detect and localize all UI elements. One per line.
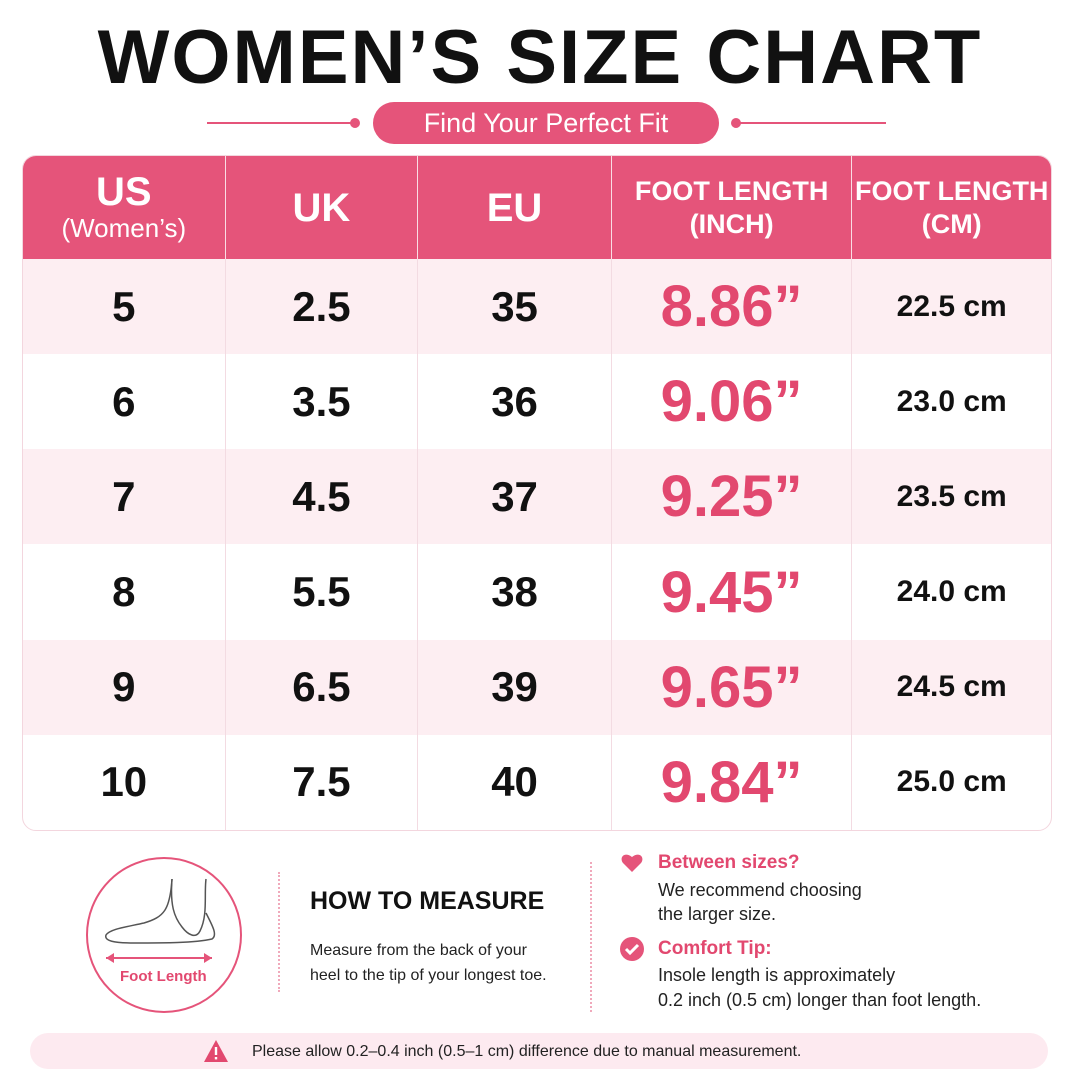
header-cell: EU <box>418 156 612 259</box>
tip-text: the larger size. <box>658 904 777 924</box>
table-cell: 5 <box>23 259 226 355</box>
table-body: 5 2.5 35 8.86” 22.5 cm 6 3.5 36 9.06” 23.0 cm 7 4.5… <box>23 259 1051 830</box>
divider-dot <box>731 118 741 128</box>
tip-text: 0.2 inch (0.5 cm) longer than foot lengt… <box>658 990 982 1010</box>
table-row: 10 7.5 40 9.84” 25.0 cm <box>23 734 1051 830</box>
table-cell: 9.84” <box>612 734 853 830</box>
foot-illustration <box>86 857 242 1013</box>
separator <box>590 862 592 1012</box>
header-cell: FOOT LENGTH (CM) <box>852 156 1051 259</box>
divider <box>207 122 355 124</box>
table-cell: 39 <box>418 639 612 735</box>
table-cell: 10 <box>23 734 226 830</box>
table-cell: 23.0 cm <box>896 384 1007 418</box>
table-cell: 3.5 <box>226 354 419 450</box>
table-cell: 6.5 <box>226 639 419 735</box>
title: WOMEN’S SIZE CHART <box>97 15 983 100</box>
note-bar <box>30 1033 1048 1069</box>
measure-text: heel to the tip of your longest toe. <box>310 967 547 984</box>
table-row: 7 4.5 37 9.25” 23.5 cm <box>23 449 1051 545</box>
tip-text: Insole length is approximately <box>658 965 896 985</box>
table-cell: 7 <box>23 449 226 545</box>
table-cell: 23.5 cm <box>896 479 1007 513</box>
header-text: UK <box>292 185 351 230</box>
header-text: FOOT LENGTH <box>854 175 1049 206</box>
table-row: 5 2.5 35 8.86” 22.5 cm <box>23 259 1051 355</box>
table-cell: 6 <box>23 354 226 450</box>
divider <box>740 122 886 124</box>
subtitle: Find Your Perfect Fit <box>373 102 719 144</box>
table-cell: 2.5 <box>226 259 419 355</box>
note: Please allow 0.2–0.4 inch (0.5–1 cm) dif… <box>252 1043 802 1060</box>
header-text: FOOT LENGTH <box>634 175 829 206</box>
header-cell: FOOT LENGTH (INCH) <box>612 156 853 259</box>
table-cell: 9.65” <box>612 639 853 735</box>
divider-dot <box>350 118 360 128</box>
table-cell: 8.86” <box>612 259 853 355</box>
header-text: EU <box>486 185 543 230</box>
table-row: 8 5.5 38 9.45” 24.0 cm <box>23 544 1051 640</box>
heart-icon <box>621 854 643 872</box>
table-cell: 38 <box>418 544 612 640</box>
table-cell: 22.5 cm <box>896 289 1007 323</box>
table-cell: 9.06” <box>612 354 853 450</box>
table-cell: 24.5 cm <box>896 670 1007 704</box>
table-cell: 7.5 <box>226 734 419 830</box>
table-cell: 25.0 cm <box>896 765 1007 799</box>
tip-text: We recommend choosing <box>658 880 862 900</box>
table-cell: 35 <box>418 259 612 355</box>
measure-heading: HOW TO MEASURE <box>310 887 545 915</box>
tip-title: Between sizes? <box>658 852 800 873</box>
header-row: US (Women’s) UK EU FOOT LENGTH (INCH) FOOT LEN… <box>23 156 1051 259</box>
header-text: US <box>96 169 152 214</box>
header-text: (Women’s) <box>61 212 187 243</box>
separator <box>278 872 280 992</box>
check-icon <box>620 937 644 961</box>
table-cell: 4.5 <box>226 449 419 545</box>
size-table: US (Women’s) UK EU FOOT LENGTH (INCH) FOOT LEN… <box>22 155 1052 831</box>
table-cell: 40 <box>418 734 612 830</box>
table-cell: 9 <box>23 639 226 735</box>
tip-title: Comfort Tip: <box>658 938 772 959</box>
table-cell: 9.45” <box>612 544 853 640</box>
table-cell: 9.25” <box>612 449 853 545</box>
table-cell: 5.5 <box>226 544 419 640</box>
warning-icon <box>204 1040 228 1062</box>
header-text: (INCH) <box>689 208 774 239</box>
header-text: (CM) <box>921 208 982 239</box>
table-cell: 24.0 cm <box>896 575 1007 609</box>
header-cell: UK <box>226 156 419 259</box>
table-cell: 37 <box>418 449 612 545</box>
table-cell: 8 <box>23 544 226 640</box>
measure-text: Measure from the back of your <box>310 942 527 959</box>
table-row: 9 6.5 39 9.65” 24.5 cm <box>23 639 1051 735</box>
header-cell: US (Women’s) <box>23 156 226 259</box>
foot-length-label: Foot Length <box>120 968 207 985</box>
table-row: 6 3.5 36 9.06” 23.0 cm <box>23 354 1051 450</box>
table-cell: 36 <box>418 354 612 450</box>
